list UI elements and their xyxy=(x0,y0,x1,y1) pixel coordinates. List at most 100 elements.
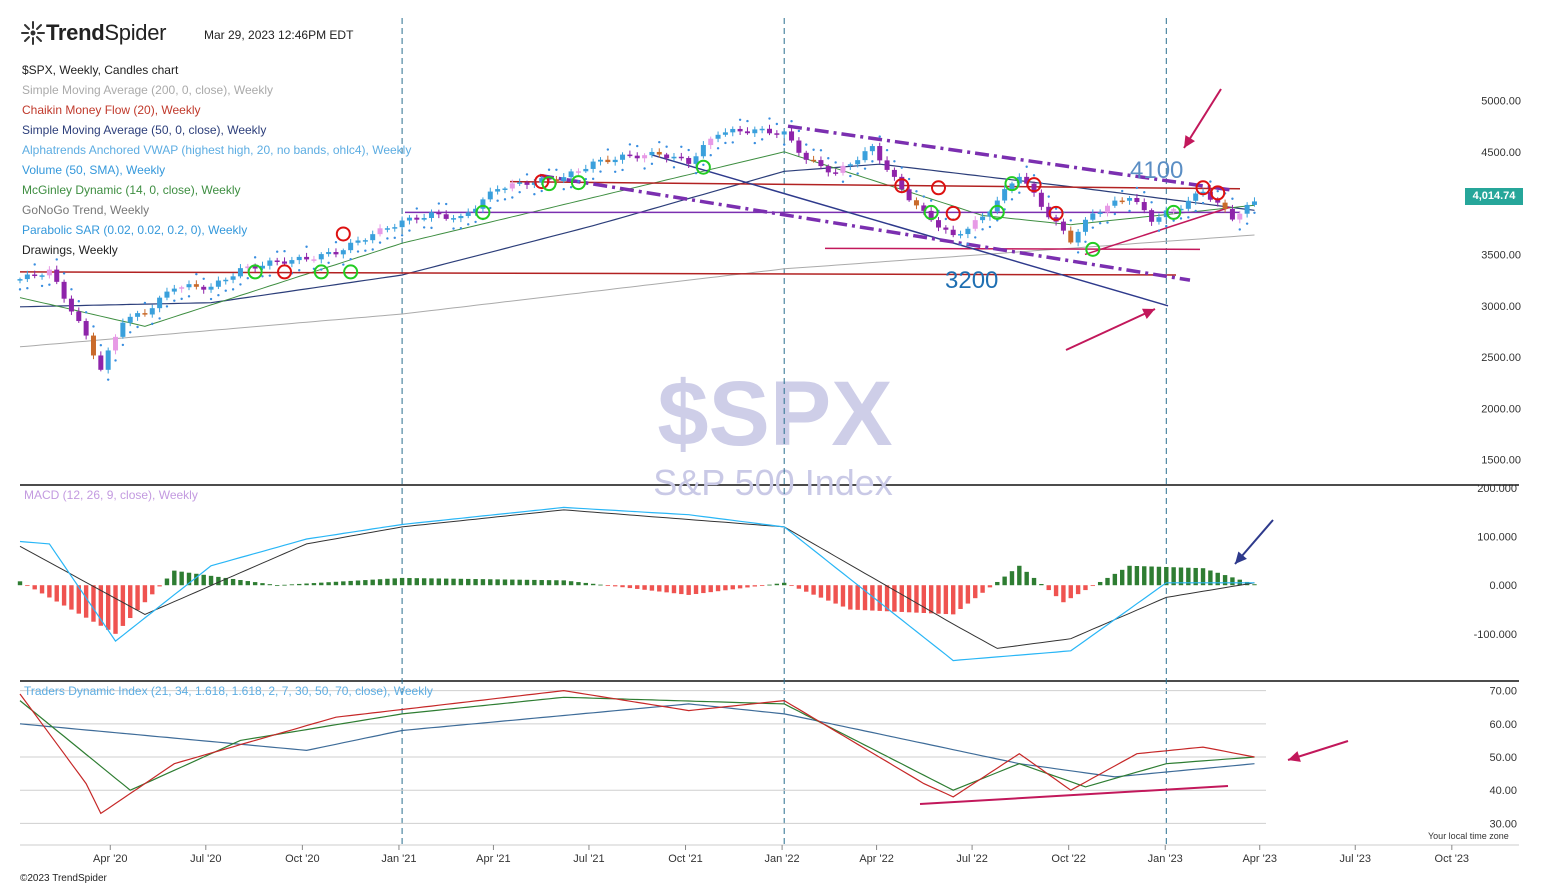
candle-body xyxy=(120,322,126,337)
macd-histogram-bar xyxy=(333,581,339,586)
macd-histogram-bar xyxy=(421,578,427,586)
macd-histogram-bar xyxy=(539,580,544,586)
candle-body xyxy=(458,216,464,219)
macd-histogram-bar xyxy=(370,579,375,586)
macd-histogram-bar xyxy=(554,580,559,586)
sar-dot xyxy=(99,344,103,347)
sar-dot xyxy=(871,160,874,163)
legend-item[interactable]: Drawings, Weekly xyxy=(22,243,118,257)
sar-dot xyxy=(400,234,404,237)
macd-histogram-bar xyxy=(789,585,794,587)
macd-histogram-bar xyxy=(69,585,74,610)
candle-body xyxy=(1119,200,1125,203)
sar-dot xyxy=(26,286,29,290)
candle-body xyxy=(1171,209,1177,211)
sar-dot xyxy=(1209,180,1212,183)
sar-dot xyxy=(665,145,668,148)
candle-body xyxy=(913,200,919,206)
candle-body xyxy=(789,131,795,141)
sar-dot xyxy=(408,229,411,232)
x-tick-label: Jan '21 xyxy=(381,853,416,865)
macd-histogram-bar xyxy=(826,585,831,601)
macd-histogram-bar xyxy=(612,585,618,587)
macd-histogram-bar xyxy=(1127,565,1132,586)
candle-body xyxy=(267,260,273,266)
macd-histogram-bar xyxy=(25,585,30,587)
macd-histogram-bar xyxy=(1053,585,1059,597)
trendspider-logo: TrendSpider xyxy=(20,20,167,46)
sma200-line xyxy=(19,234,1255,348)
bullish-signal-circle xyxy=(313,264,329,280)
sar-dot xyxy=(320,268,323,271)
macd-histogram-bar xyxy=(921,585,927,613)
sar-dot xyxy=(467,223,470,226)
macd-histogram-bar xyxy=(164,578,170,586)
macd-histogram-bar xyxy=(767,584,772,586)
candle-body xyxy=(891,169,897,177)
legend-item[interactable]: Parabolic SAR (0.02, 0.02, 0.2, 0), Week… xyxy=(22,223,248,237)
sar-dot xyxy=(253,256,257,259)
sar-dot xyxy=(643,167,646,170)
legend-item[interactable]: Simple Moving Average (200, 0, close), W… xyxy=(22,83,274,97)
candle-body xyxy=(473,208,479,213)
candle-body xyxy=(847,164,853,166)
candle-body xyxy=(1060,221,1066,231)
candle-body xyxy=(333,252,339,255)
sar-dot xyxy=(496,199,499,202)
macd-histogram-bar xyxy=(781,582,787,586)
legend-item[interactable]: McGinley Dynamic (14, 0, close), Weekly xyxy=(22,183,241,197)
sar-dot xyxy=(1106,221,1109,224)
macd-histogram-bar xyxy=(363,580,368,586)
sar-dot xyxy=(812,148,815,151)
candle-body xyxy=(421,217,427,220)
macd-histogram-bar xyxy=(1105,577,1110,586)
candle-body xyxy=(950,229,956,236)
macd-histogram-bar xyxy=(1046,585,1051,591)
sar-dot xyxy=(834,161,837,164)
sar-dot xyxy=(974,236,977,239)
legend-item[interactable]: Chaikin Money Flow (20), Weekly xyxy=(22,103,201,117)
sar-dot xyxy=(202,277,205,280)
macd-histogram-bar xyxy=(605,585,611,587)
macd-histogram-bar xyxy=(1208,570,1213,586)
candle-body xyxy=(899,176,905,190)
x-tick-label: Oct '23 xyxy=(1435,853,1470,865)
macd-histogram-bar xyxy=(546,580,552,586)
candle-body xyxy=(487,191,493,200)
sar-dot xyxy=(1194,209,1197,213)
sar-dot xyxy=(452,227,455,230)
tdi-market-base-line xyxy=(19,703,1255,778)
macd-histogram-bar xyxy=(458,578,464,586)
candle-body xyxy=(1215,199,1221,203)
price-axis-label: 2500.00 xyxy=(1481,352,1521,364)
sar-dot xyxy=(165,305,169,308)
sar-dot xyxy=(966,243,970,246)
macd-histogram-bar xyxy=(47,585,52,598)
candle-body xyxy=(495,189,501,192)
macd-histogram-bar xyxy=(1156,566,1162,586)
tdi-axis-label: 70.00 xyxy=(1489,686,1517,698)
sar-dot xyxy=(591,177,595,181)
tdi-signal-line xyxy=(19,696,1255,791)
candle-body xyxy=(524,182,530,185)
level-4100-label: 4100 xyxy=(1130,157,1183,184)
macd-histogram-bar xyxy=(679,585,684,595)
candle-body xyxy=(1024,176,1030,184)
sar-dot xyxy=(430,226,433,230)
legend-item[interactable]: Alphatrends Anchored VWAP (highest high,… xyxy=(22,143,412,157)
level-3200-label: 3200 xyxy=(945,267,998,294)
bullish-signal-circle xyxy=(1166,204,1182,220)
macd-histogram-bar xyxy=(1142,566,1147,586)
legend-item[interactable]: GoNoGo Trend, Weekly xyxy=(22,203,150,217)
sar-dot xyxy=(55,258,58,261)
legend-item[interactable]: $SPX, Weekly, Candles chart xyxy=(22,63,179,77)
macd-histogram-bar xyxy=(274,585,280,587)
candle-body xyxy=(230,276,236,280)
legend-item[interactable]: Simple Moving Average (50, 0, close), We… xyxy=(22,123,267,137)
legend-item[interactable]: Volume (50, SMA), Weekly xyxy=(22,163,166,177)
macd-histogram-bar xyxy=(260,583,265,586)
sar-dot xyxy=(356,250,360,253)
sar-dot xyxy=(900,166,903,169)
candle-body xyxy=(1127,198,1133,201)
